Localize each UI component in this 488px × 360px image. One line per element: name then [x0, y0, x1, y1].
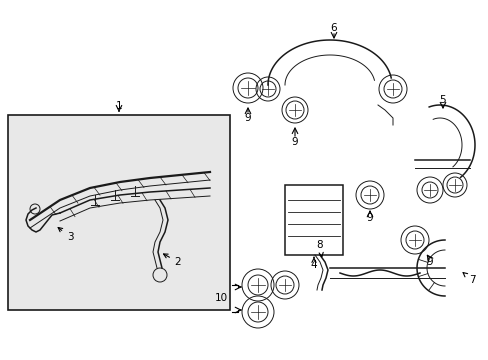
Text: 9: 9 [366, 213, 372, 223]
Text: 6: 6 [330, 23, 337, 33]
Text: 1: 1 [116, 101, 122, 111]
Text: 4: 4 [310, 257, 317, 270]
Text: 5: 5 [439, 95, 446, 105]
Text: 9: 9 [426, 257, 432, 267]
Text: 10: 10 [214, 293, 227, 303]
Text: 3: 3 [58, 228, 73, 242]
FancyBboxPatch shape [285, 185, 342, 255]
Text: 2: 2 [163, 254, 181, 267]
Text: 9: 9 [244, 113, 251, 123]
Bar [8, 115, 229, 310]
Text: 8: 8 [316, 240, 323, 257]
Text: 9: 9 [291, 137, 298, 147]
Text: 7: 7 [462, 273, 474, 285]
